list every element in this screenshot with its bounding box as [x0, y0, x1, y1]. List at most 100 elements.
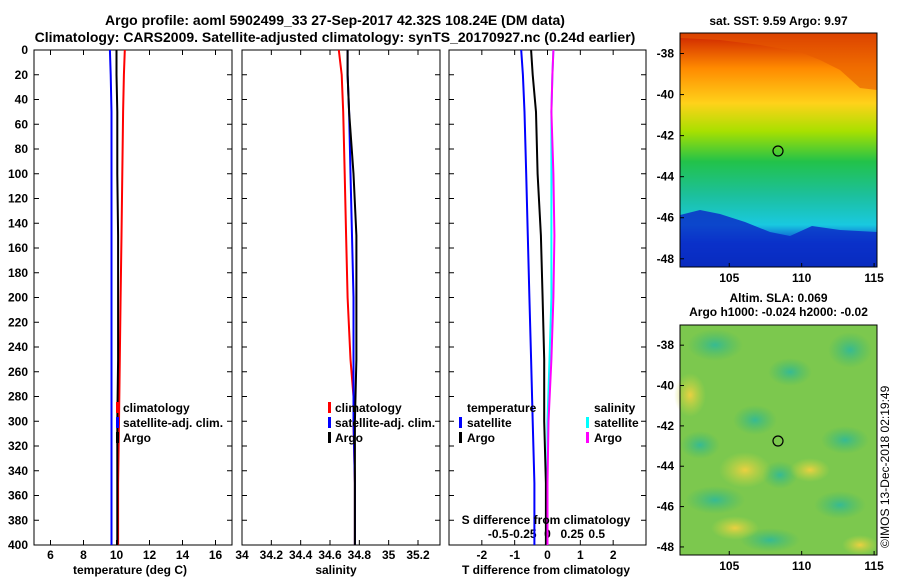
depth-tick-label: 360 [8, 489, 28, 503]
sst-map: -38 -40 -42 -44 -46 -48 105 110 115 [657, 32, 884, 285]
sla-feature [828, 332, 872, 368]
legend-label-t-satellite: satellite [467, 416, 512, 430]
temperature-plot: 6 8 10 12 14 16 [47, 49, 222, 562]
lat-tick-label: -40 [657, 88, 675, 102]
series-line-t-satellite [520, 49, 536, 545]
depth-tick-label: 0 [21, 43, 28, 57]
series-line-satellite-adj-clim- [108, 49, 113, 545]
temperature-legend: climatology satellite-adj. clim. Argo [116, 401, 223, 445]
argo-float-marker [772, 435, 784, 447]
difference-legend: temperature satellite Argo salinity sate… [459, 401, 639, 445]
s-difference-axis-label: S difference from climatology [462, 513, 631, 527]
sst-warm-region [680, 33, 877, 90]
series-line-argo [346, 50, 358, 545]
x-tick-label: 8 [80, 548, 87, 562]
x-tick-label: 35.2 [406, 548, 430, 562]
sla-feature [762, 461, 798, 489]
legend-label-s-argo: Argo [594, 431, 622, 445]
depth-tick-label: 20 [15, 68, 29, 82]
depth-tick-label: 340 [8, 464, 28, 478]
t-difference-axis-label: T difference from climatology [462, 563, 630, 577]
series-line-satellite-adj-clim- [346, 50, 356, 545]
legend-swatch-satellite [328, 417, 331, 428]
salinity-plot: 34 34.2 34.4 34.6 34.8 35 35.2 [235, 49, 430, 562]
depth-tick-label: 120 [8, 192, 28, 206]
legend-label-argo: Argo [123, 431, 151, 445]
depth-tick-label: 100 [8, 167, 28, 181]
legend-swatch-satellite [116, 417, 119, 428]
lon-tick-label: 115 [864, 271, 884, 285]
legend-label-climatology: climatology [123, 401, 190, 415]
depth-tick-label: 40 [15, 93, 29, 107]
x-tick-label: 12 [143, 548, 157, 562]
series-line-t-argo [530, 49, 547, 545]
depth-tick-label: 140 [8, 216, 28, 230]
x-tick-label: 34.8 [348, 548, 372, 562]
s-diff-tick-label: 0.25 [560, 527, 584, 541]
x-tick-label: 0 [544, 548, 551, 562]
temperature-axis-label: temperature (deg C) [73, 563, 187, 577]
x-tick-label: 2 [610, 548, 617, 562]
lat-tick-label: -40 [657, 379, 675, 393]
series-line-s-argo [546, 49, 556, 545]
x-tick-label: -1 [509, 548, 520, 562]
depth-tick-label: 300 [8, 414, 28, 428]
legend-label-argo: Argo [335, 431, 363, 445]
x-tick-label: 1 [577, 548, 584, 562]
legend-swatch-argo [328, 432, 331, 443]
depth-tick-label: 220 [8, 315, 28, 329]
x-tick-label: 10 [110, 548, 124, 562]
x-tick-label: 34.6 [318, 548, 342, 562]
legend-heading-salinity: salinity [594, 401, 636, 415]
credit-text: ©IMOS 13-Dec-2018 02:19:49 [878, 385, 892, 548]
depth-tick-label: 280 [8, 390, 28, 404]
sla-feature [685, 486, 745, 514]
sla-feature [842, 535, 878, 555]
argo-float-marker [772, 145, 784, 157]
legend-label-t-argo: Argo [467, 431, 495, 445]
sla-feature [711, 516, 759, 540]
depth-tick-label: 400 [8, 538, 28, 552]
lat-tick-label: -46 [657, 211, 675, 225]
depth-axis: 0 20 40 60 80 100 120 140 160 180 200 220 240 260 280 3… [8, 43, 646, 552]
lon-tick-label: 110 [792, 271, 812, 285]
sst-cold-region [680, 210, 877, 267]
lat-tick-label: -42 [657, 129, 675, 143]
lat-tick-label: -46 [657, 500, 675, 514]
series-line-climatology [117, 49, 126, 545]
depth-tick-label: 260 [8, 365, 28, 379]
x-tick-label: -2 [476, 548, 487, 562]
legend-swatch-climatology [328, 402, 331, 413]
sla-map-title-line2: Argo h1000: -0.024 h2000: -0.02 [689, 305, 868, 319]
depth-tick-label: 80 [15, 142, 29, 156]
legend-label-climatology: climatology [335, 401, 402, 415]
legend-label-satellite: satellite-adj. clim. [123, 416, 223, 430]
sla-feature [790, 458, 830, 482]
legend-swatch-t-satellite [459, 417, 462, 428]
series-line-argo [115, 50, 120, 545]
lon-tick-label: 105 [719, 559, 739, 573]
lat-tick-label: -44 [657, 459, 675, 473]
lon-tick-label: 105 [719, 271, 739, 285]
x-tick-label: 35 [382, 548, 396, 562]
sla-map: -38 -40 -42 -44 -46 -48 105 110 115 [657, 324, 884, 573]
sla-feature [674, 373, 706, 417]
lon-tick-label: 115 [864, 559, 884, 573]
legend-swatch-s-argo [586, 432, 589, 443]
s-diff-tick-label: 0.5 [588, 527, 605, 541]
sst-map-title: sat. SST: 9.59 Argo: 9.97 [709, 14, 848, 28]
s-diff-tick-label: -0.25 [509, 527, 537, 541]
depth-tick-label: 160 [8, 241, 28, 255]
x-tick-label: 6 [47, 548, 54, 562]
sst-map-frame [679, 32, 878, 268]
x-tick-label: 34.2 [260, 548, 284, 562]
sla-feature [680, 431, 720, 459]
temperature-plot-frame [33, 49, 233, 546]
lat-tick-label: -42 [657, 419, 675, 433]
difference-plot: -2 -1 0 1 2-0.5 -0.25 0 0.25 0.5 [476, 49, 617, 562]
salinity-legend: climatology satellite-adj. clim. Argo [328, 401, 435, 445]
depth-tick-label: 60 [15, 117, 29, 131]
lat-tick-label: -38 [657, 338, 675, 352]
legend-label-s-satellite: satellite [594, 416, 639, 430]
lat-tick-label: -44 [657, 170, 675, 184]
